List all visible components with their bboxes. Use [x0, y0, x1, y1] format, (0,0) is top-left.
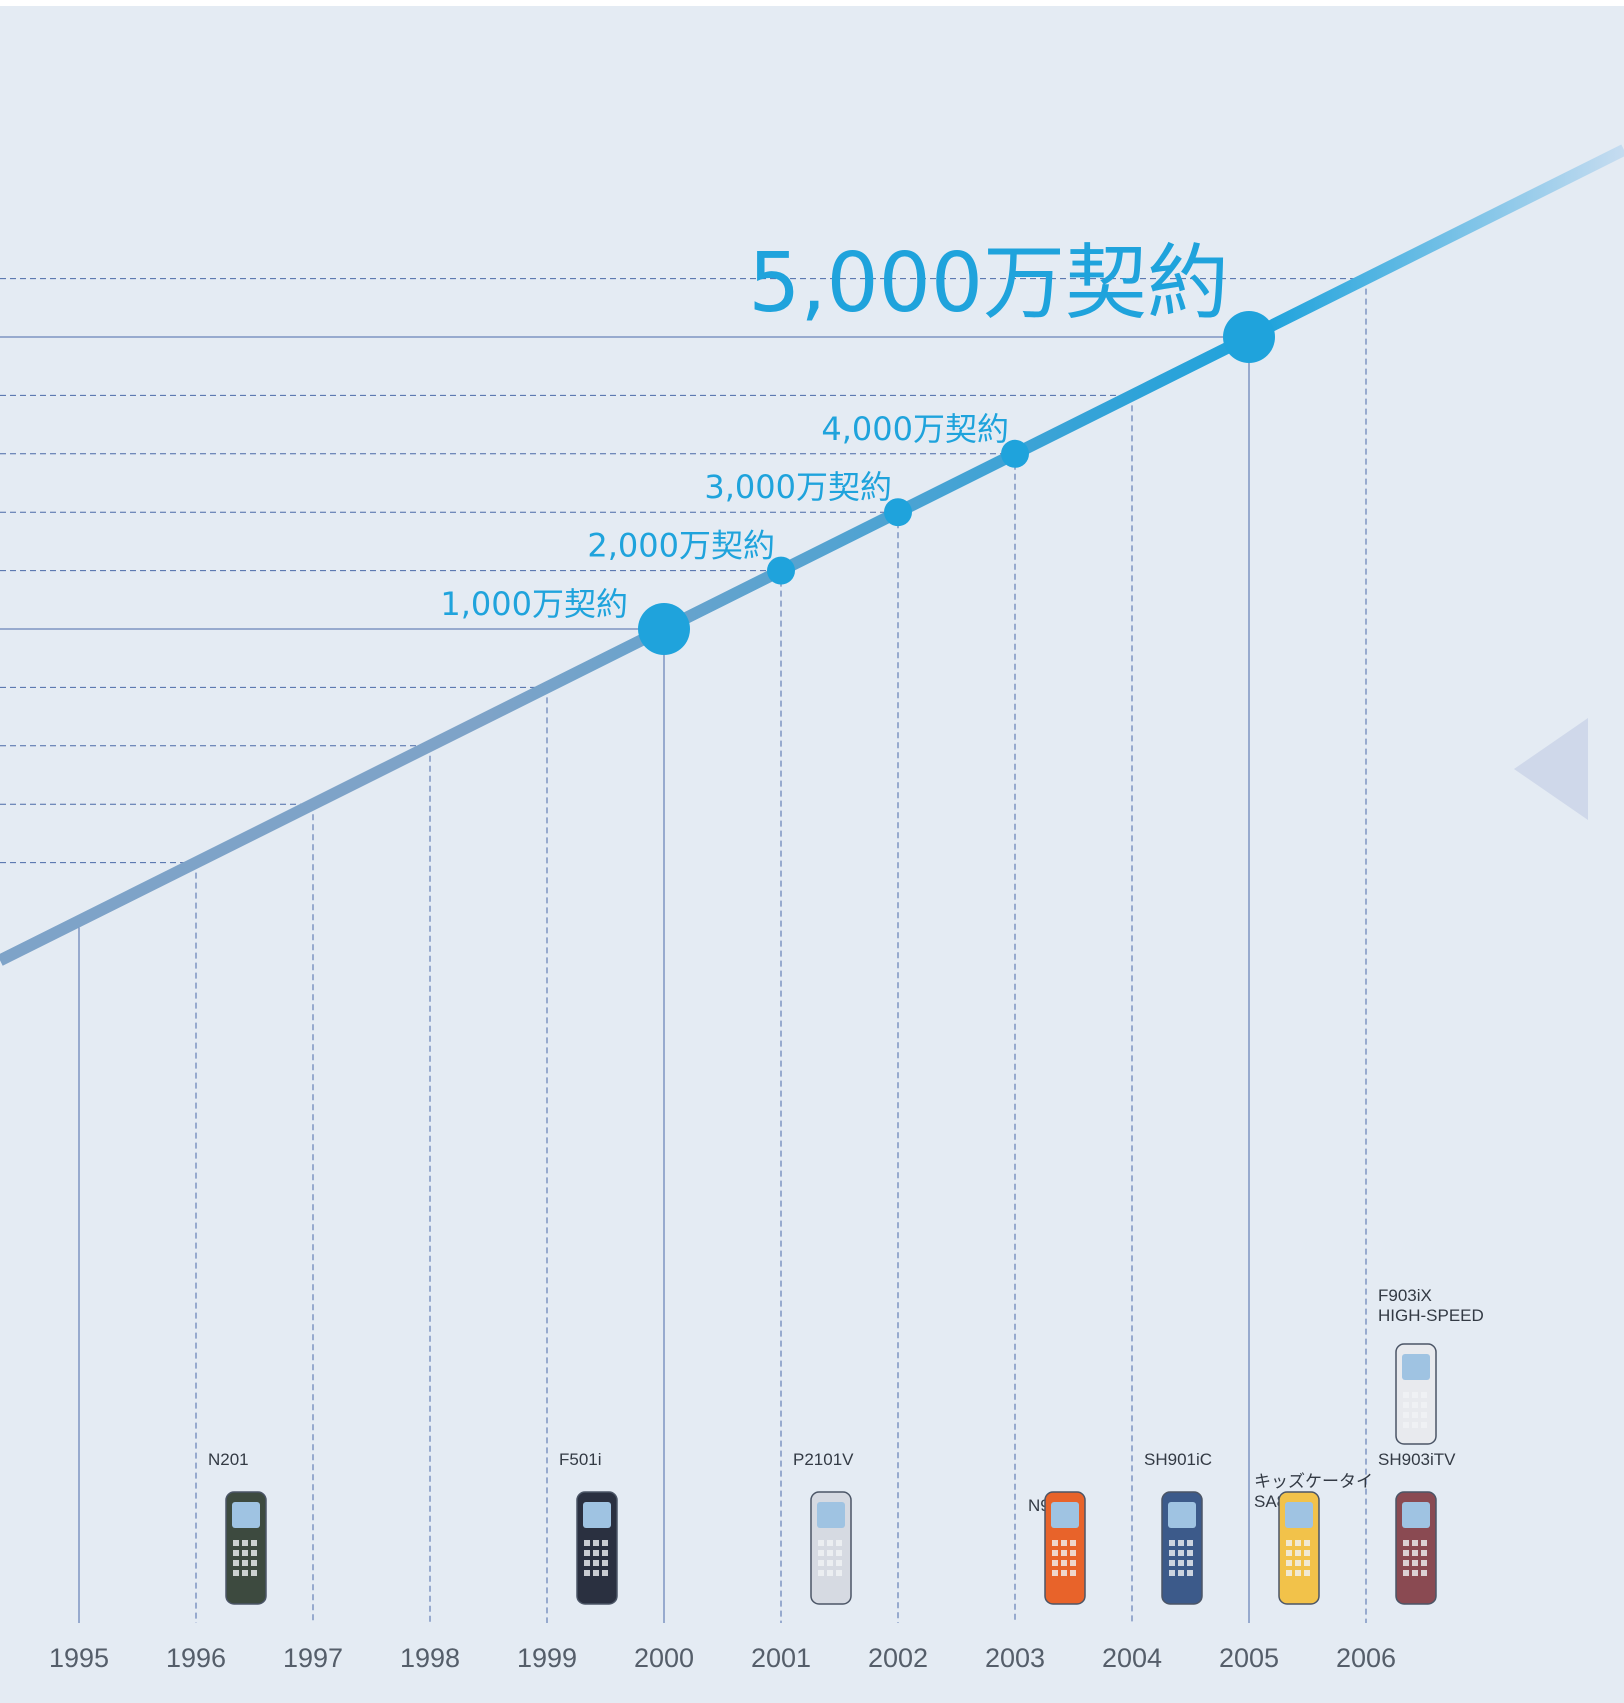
year-tick-2006: 2006: [1336, 1643, 1396, 1673]
phone-image: [1395, 1491, 1437, 1605]
year-tick-2000: 2000: [634, 1643, 694, 1673]
year-tick-2002: 2002: [868, 1643, 928, 1673]
phone-label: F903iX HIGH-SPEED: [1378, 1286, 1484, 1325]
milestone-label-2000: 1,000万契約: [440, 585, 628, 623]
year-tick-1998: 1998: [400, 1643, 460, 1673]
milestone-dot-2001: [767, 556, 795, 585]
left-triangle-icon[interactable]: [1512, 716, 1590, 822]
year-tick-1997: 1997: [283, 1643, 343, 1673]
phone-image: [1278, 1491, 1320, 1605]
year-tick-1995: 1995: [49, 1643, 109, 1673]
milestone-dot-2003: [1001, 439, 1029, 468]
phone-image: [810, 1491, 852, 1605]
milestone-dot-2000: [638, 603, 690, 655]
subscriber-growth-chart: 1,000万契約 2,000万契約 3,000万契約 4,000万契約 5,000万契約…: [0, 144, 1624, 1673]
phone-image: [1395, 1343, 1437, 1445]
year-tick-1996: 1996: [166, 1643, 226, 1673]
milestone-dot-2005: [1223, 311, 1275, 363]
phone-label: SH901iC: [1144, 1450, 1213, 1469]
year-tick-1999: 1999: [517, 1643, 577, 1673]
milestone-label-2001: 2,000万契約: [587, 527, 775, 565]
phone-label: SH903iTV: [1378, 1450, 1456, 1469]
year-tick-2001: 2001: [751, 1643, 811, 1673]
phone-image: [576, 1491, 618, 1605]
milestone-label-2005: 5,000万契約: [748, 236, 1229, 331]
year-tick-2004: 2004: [1102, 1643, 1162, 1673]
milestone-label-2002: 3,000万契約: [704, 468, 892, 506]
phone-label: N201: [208, 1450, 249, 1469]
trend-line: [0, 144, 1624, 966]
phone-label: P2101V: [793, 1450, 854, 1469]
phone-image: [225, 1491, 267, 1605]
milestone-label-2003: 4,000万契約: [821, 410, 1009, 448]
chart-panel: 1,000万契約 2,000万契約 3,000万契約 4,000万契約 5,000万契約…: [0, 6, 1624, 1703]
milestone-dot-2002: [884, 498, 912, 527]
phone-label: F501i: [559, 1450, 602, 1469]
year-tick-2003: 2003: [985, 1643, 1045, 1673]
year-tick-2005: 2005: [1219, 1643, 1279, 1673]
phone-image: [1161, 1491, 1203, 1605]
phone-image: [1044, 1491, 1086, 1605]
